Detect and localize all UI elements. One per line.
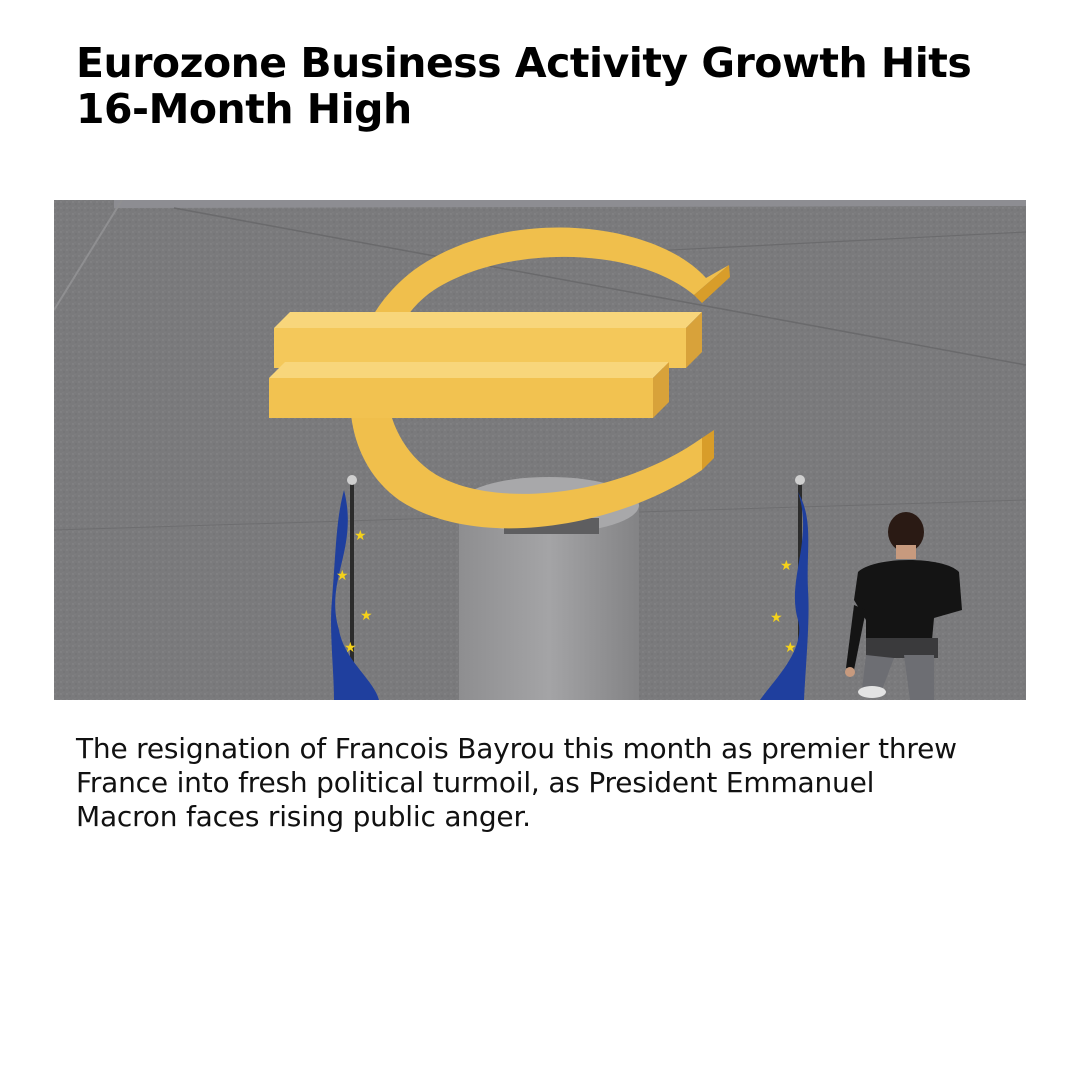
eu-flag-left: ★ ★ ★ ★: [331, 475, 379, 700]
article-summary: The resignation of Francois Bayrou this …: [76, 732, 957, 833]
article-photo: ★ ★ ★ ★ ★ ★ ★: [54, 200, 1026, 700]
svg-text:★: ★: [360, 607, 373, 623]
svg-text:★: ★: [354, 527, 367, 543]
svg-text:★: ★: [344, 639, 357, 655]
svg-text:★: ★: [770, 609, 783, 625]
svg-text:★: ★: [780, 557, 793, 573]
eu-flag-right: ★ ★ ★: [760, 475, 809, 700]
person-walking: [845, 512, 962, 700]
floor-edge: [114, 200, 1026, 208]
euro-symbol: [269, 227, 730, 529]
svg-text:★: ★: [784, 639, 797, 655]
article-headline: Eurozone Business Activity Growth Hits 1…: [76, 39, 972, 133]
euro-sculpture-illustration: ★ ★ ★ ★ ★ ★ ★: [54, 200, 1026, 700]
svg-text:★: ★: [336, 567, 349, 583]
